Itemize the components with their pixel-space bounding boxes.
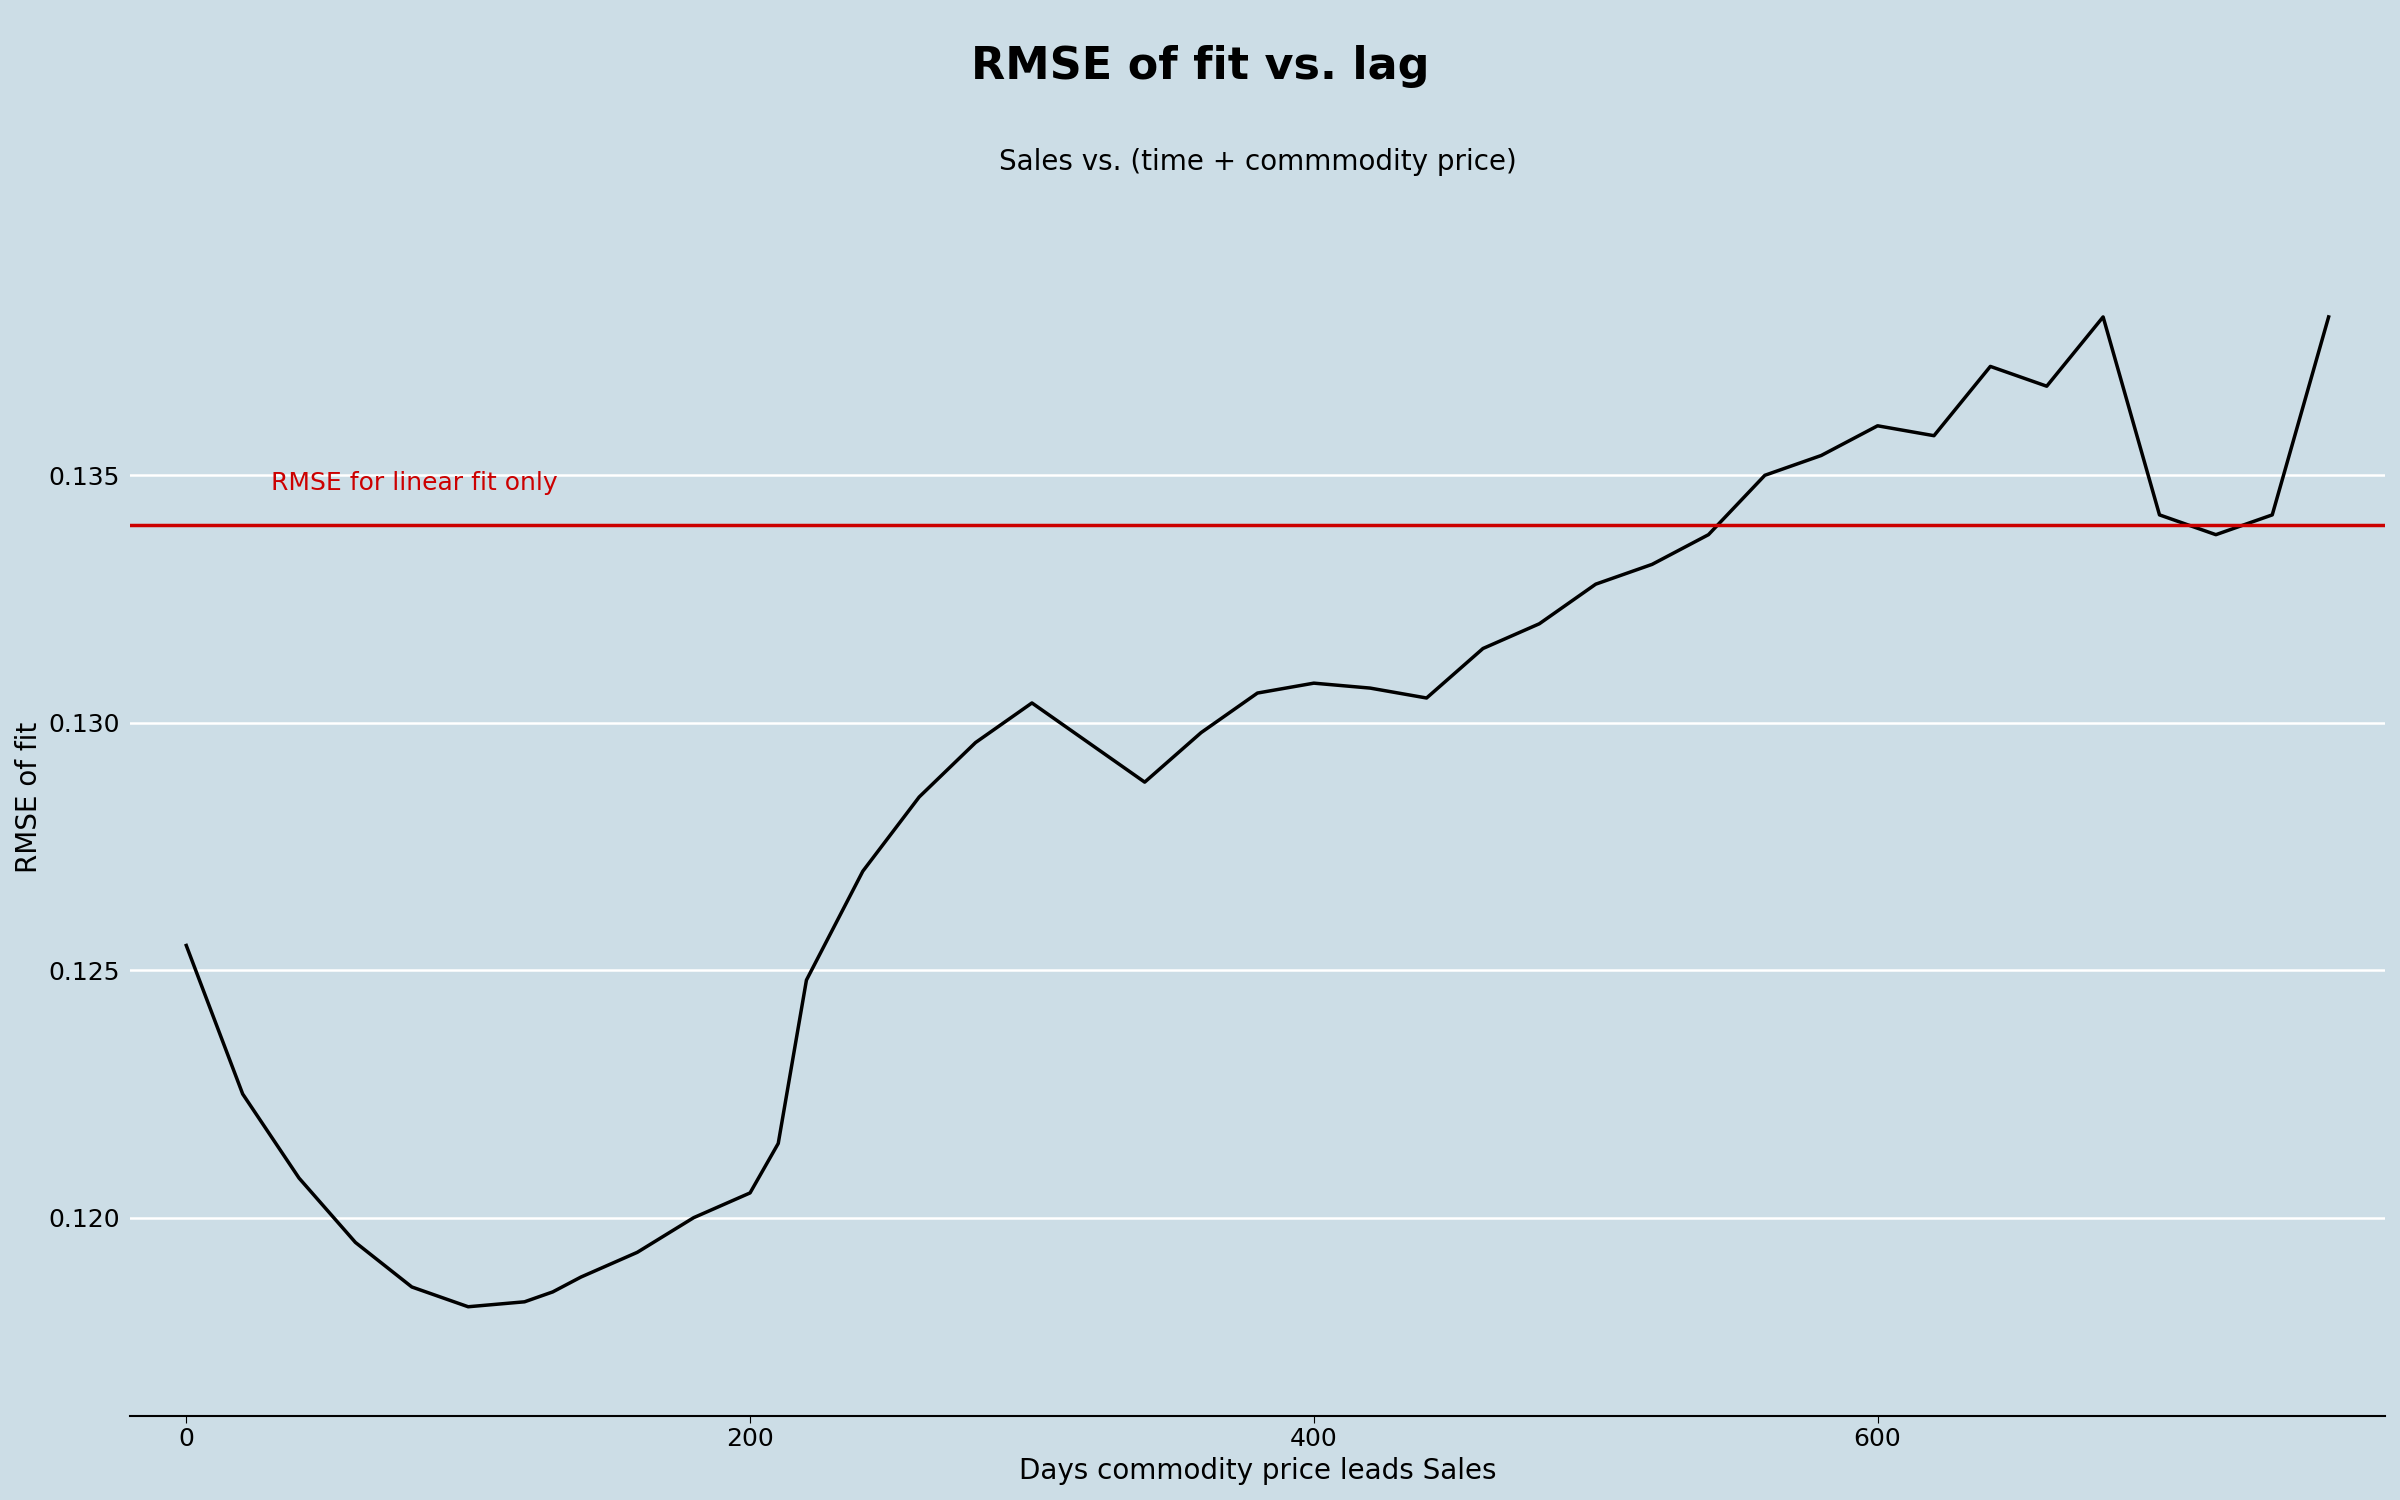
Text: RMSE of fit vs. lag: RMSE of fit vs. lag (970, 45, 1430, 88)
Title: Sales vs. (time + commmodity price): Sales vs. (time + commmodity price) (998, 148, 1517, 176)
Text: RMSE for linear fit only: RMSE for linear fit only (271, 471, 557, 495)
Y-axis label: RMSE of fit: RMSE of fit (14, 722, 43, 873)
X-axis label: Days commodity price leads Sales: Days commodity price leads Sales (1018, 1456, 1495, 1485)
